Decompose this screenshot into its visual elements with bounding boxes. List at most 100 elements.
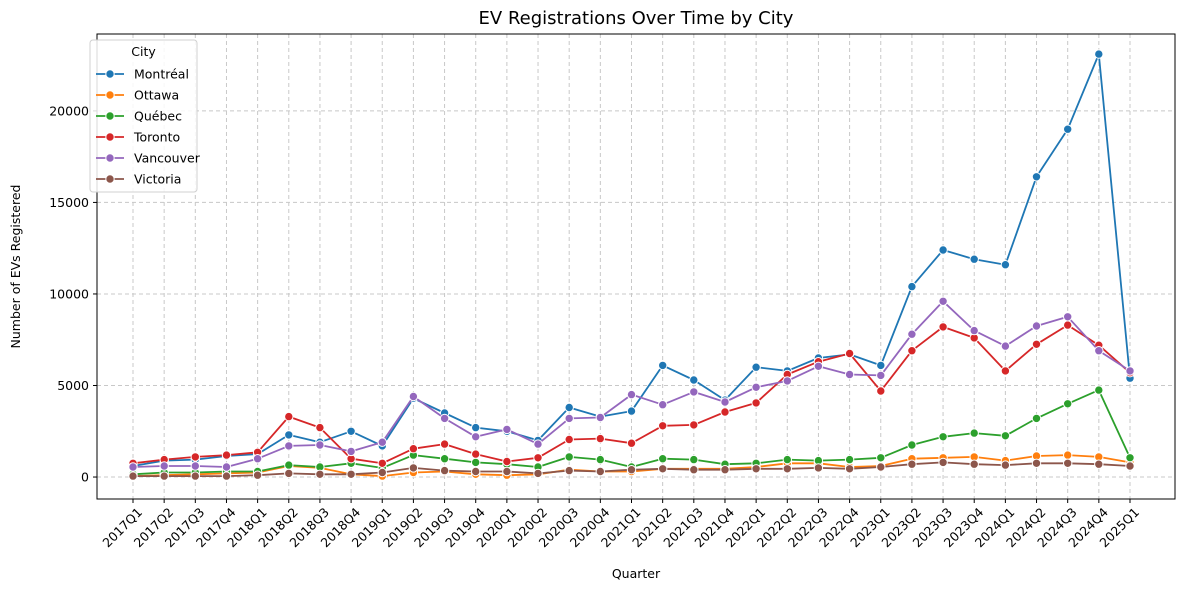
data-point <box>1063 320 1073 330</box>
legend-label: Toronto <box>133 130 180 145</box>
legend-frame <box>89 39 198 193</box>
data-point <box>1000 431 1011 441</box>
data-point <box>1000 260 1011 270</box>
data-point <box>1031 458 1042 468</box>
data-point <box>813 361 824 371</box>
legend-title: City <box>131 44 156 59</box>
legend-items: Montréal Ottawa Québec Toronto Vancouver Vict… <box>96 67 201 187</box>
data-point <box>346 469 356 479</box>
data-point <box>221 471 232 481</box>
data-point <box>502 456 512 467</box>
data-point <box>782 376 792 386</box>
data-point <box>190 461 201 471</box>
data-point <box>1000 366 1011 376</box>
data-point <box>782 464 792 474</box>
data-point <box>564 452 574 462</box>
data-point <box>658 360 668 371</box>
data-point <box>595 412 605 423</box>
data-point <box>252 454 263 464</box>
data-point <box>377 458 387 468</box>
data-point <box>876 386 886 396</box>
data-point <box>969 459 979 469</box>
series-victoria <box>128 457 1135 481</box>
legend-marker <box>105 69 115 79</box>
data-point <box>969 254 979 264</box>
data-point <box>689 375 699 385</box>
data-point <box>626 438 637 448</box>
data-point <box>1094 385 1104 395</box>
data-point <box>439 439 450 449</box>
data-point <box>938 432 948 442</box>
data-point <box>1094 459 1104 469</box>
data-point <box>1125 453 1135 463</box>
data-point <box>844 454 855 465</box>
series-vancouver <box>128 296 1135 472</box>
data-point <box>533 439 543 449</box>
data-point <box>907 440 917 450</box>
y-tick-label: 5000 <box>57 378 89 393</box>
data-point <box>439 413 450 424</box>
data-point <box>315 469 325 479</box>
legend-marker <box>105 153 115 163</box>
data-point <box>408 463 419 473</box>
data-point <box>1031 172 1042 182</box>
data-point <box>689 420 699 430</box>
legend-item: Ottawa <box>96 88 179 103</box>
data-point <box>284 441 294 451</box>
data-point <box>1031 321 1042 331</box>
legend-marker <box>105 111 115 121</box>
legend-label: Ottawa <box>134 88 179 103</box>
data-point <box>689 465 699 475</box>
data-point <box>907 346 917 356</box>
data-point <box>221 462 232 472</box>
data-point <box>938 322 948 332</box>
data-point <box>190 452 201 462</box>
y-axis-ticks: 0 5000 10000 15000 20000 <box>49 103 97 485</box>
data-point <box>564 434 574 445</box>
data-point <box>1063 458 1073 468</box>
data-point <box>907 281 917 292</box>
gridlines <box>97 34 1175 499</box>
data-point <box>1031 413 1042 424</box>
data-point <box>876 462 886 472</box>
data-point <box>128 462 138 472</box>
data-point <box>876 360 886 371</box>
legend-label: Québec <box>134 109 182 124</box>
data-point <box>190 471 201 481</box>
data-point <box>658 400 668 410</box>
data-point <box>969 428 979 438</box>
x-axis-ticks: 2017Q12017Q22017Q32017Q42018Q12018Q22018… <box>99 499 1142 550</box>
data-point <box>844 348 855 359</box>
data-point <box>813 463 824 473</box>
data-point <box>221 450 232 460</box>
data-point <box>626 406 637 416</box>
y-tick-label: 10000 <box>49 286 89 301</box>
data-point <box>1031 339 1042 349</box>
data-point <box>284 430 294 440</box>
legend-marker <box>105 132 115 142</box>
data-point <box>1000 460 1011 470</box>
legend-item: Victoria <box>96 172 181 187</box>
data-point <box>408 444 419 454</box>
y-tick-label: 20000 <box>49 103 89 118</box>
data-point <box>658 421 668 431</box>
data-point <box>159 461 169 471</box>
data-point <box>471 422 481 433</box>
data-point <box>284 411 294 422</box>
y-axis-label: Number of EVs Registered <box>8 185 23 349</box>
legend-label: Vancouver <box>134 151 201 166</box>
legend-item: Montréal <box>96 67 189 82</box>
legend-item: Vancouver <box>96 151 201 166</box>
data-point <box>720 407 730 417</box>
legend-label: Victoria <box>134 172 181 187</box>
data-point <box>938 457 948 468</box>
data-point <box>751 382 761 392</box>
data-point <box>408 391 419 402</box>
data-point <box>751 464 761 474</box>
data-point <box>471 449 481 459</box>
data-point <box>658 454 668 464</box>
data-point <box>1000 341 1011 351</box>
data-point <box>284 460 294 470</box>
data-point <box>439 454 450 464</box>
